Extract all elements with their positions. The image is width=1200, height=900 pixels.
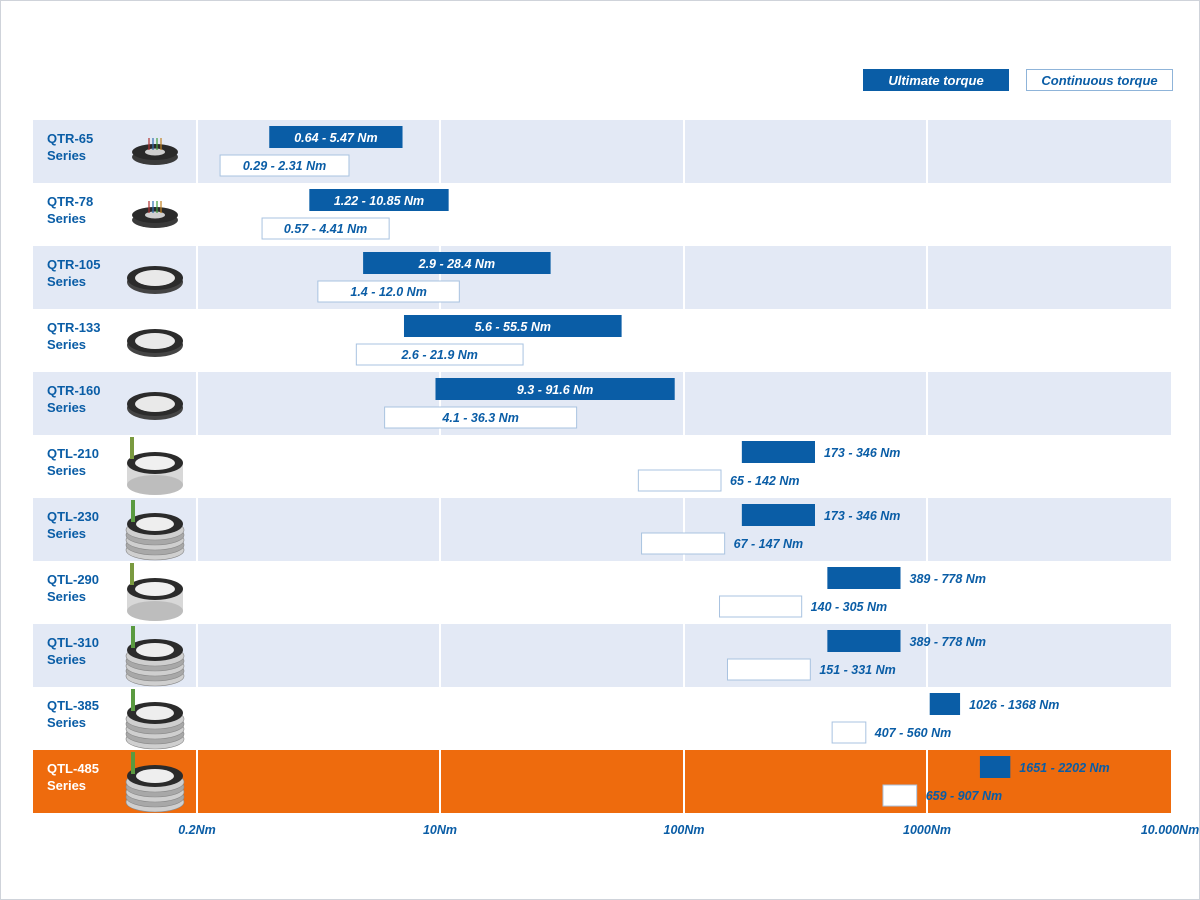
x-tick-label: 0.2Nm: [178, 823, 216, 837]
row-series-suffix: Series: [47, 274, 86, 289]
slip-ring-tall-icon: [127, 563, 183, 621]
row-series-suffix: Series: [47, 337, 86, 352]
slip-ring-stacked-icon: [125, 689, 185, 750]
x-tick-label: 10.000Nm: [1141, 823, 1199, 837]
x-tick-label: 100Nm: [664, 823, 705, 837]
ultimate-torque-bar: [979, 756, 1011, 778]
ultimate-torque-label: 389 - 778 Nm: [910, 572, 986, 586]
continuous-torque-label: 140 - 305 Nm: [811, 600, 887, 614]
continuous-torque-label: 407 - 560 Nm: [874, 726, 951, 740]
ultimate-torque-bar: [269, 126, 403, 148]
continuous-torque-bar: [637, 469, 722, 492]
row-series-name: QTR-133: [47, 320, 100, 335]
row-series-name: QTR-105: [47, 257, 100, 272]
ultimate-torque-bar: [309, 189, 449, 211]
legend-continuous-torque: Continuous torque: [1026, 69, 1173, 91]
continuous-torque-bar: [261, 217, 390, 240]
row-series-suffix: Series: [47, 589, 86, 604]
legend-ultimate-torque: Ultimate torque: [863, 69, 1009, 91]
continuous-torque-label: 1.4 - 12.0 Nm: [350, 285, 426, 299]
continuous-torque-label: 0.29 - 2.31 Nm: [243, 159, 326, 173]
continuous-torque-bar: [726, 658, 811, 681]
row-series-suffix: Series: [47, 148, 86, 163]
ultimate-torque-bar: [929, 693, 961, 715]
row-series-suffix: Series: [47, 211, 86, 226]
row-background: [33, 120, 1171, 183]
slip-ring-flat-icon: [127, 392, 183, 420]
row-series-suffix: Series: [47, 463, 86, 478]
ultimate-torque-bar: [363, 252, 551, 274]
slip-ring-stacked-icon: [125, 752, 185, 813]
ultimate-torque-label: 389 - 778 Nm: [910, 635, 986, 649]
continuous-torque-label: 659 - 907 Nm: [926, 789, 1002, 803]
ultimate-torque-label: 1651 - 2202 Nm: [1019, 761, 1109, 775]
continuous-torque-bar: [641, 532, 726, 555]
slip-ring-stacked-icon: [125, 626, 185, 687]
ultimate-torque-bar: [741, 504, 815, 526]
ultimate-torque-label: 1026 - 1368 Nm: [969, 698, 1059, 712]
continuous-torque-label: 67 - 147 Nm: [734, 537, 803, 551]
row-background: [33, 561, 1171, 624]
ultimate-torque-label: 9.3 - 91.6 Nm: [517, 383, 593, 397]
continuous-torque-label: 2.6 - 21.9 Nm: [400, 348, 477, 362]
continuous-torque-label: 65 - 142 Nm: [730, 474, 799, 488]
ultimate-torque-label: 5.6 - 55.5 Nm: [475, 320, 551, 334]
ultimate-torque-label: 2.9 - 28.4 Nm: [418, 257, 495, 271]
slip-ring-small-icon: [132, 201, 178, 228]
continuous-torque-label: 151 - 331 Nm: [819, 663, 895, 677]
continuous-torque-bar: [317, 280, 460, 303]
ultimate-torque-label: 173 - 346 Nm: [824, 509, 900, 523]
row-series-name: QTL-210: [47, 446, 99, 461]
slip-ring-stacked-icon: [125, 500, 185, 561]
row-background: [33, 624, 1171, 687]
continuous-torque-bar: [831, 721, 867, 744]
continuous-torque-bar: [719, 595, 803, 618]
row-series-name: QTL-385: [47, 698, 99, 713]
row-background: [33, 183, 1171, 246]
continuous-torque-bar: [882, 784, 918, 807]
row-series-name: QTL-230: [47, 509, 99, 524]
row-background: [33, 435, 1171, 498]
row-series-suffix: Series: [47, 715, 86, 730]
ultimate-torque-bar: [403, 315, 622, 337]
row-series-name: QTR-65: [47, 131, 93, 146]
row-series-name: QTL-310: [47, 635, 99, 650]
continuous-torque-bar: [355, 343, 524, 366]
row-series-suffix: Series: [47, 778, 86, 793]
continuous-torque-label: 0.57 - 4.41 Nm: [284, 222, 367, 236]
ultimate-torque-bar: [741, 441, 815, 463]
continuous-torque-bar: [219, 154, 350, 177]
ultimate-torque-label: 0.64 - 5.47 Nm: [294, 131, 377, 145]
ultimate-torque-label: 173 - 346 Nm: [824, 446, 900, 460]
row-series-suffix: Series: [47, 526, 86, 541]
row-series-name: QTL-290: [47, 572, 99, 587]
x-tick-label: 1000Nm: [903, 823, 951, 837]
ultimate-torque-bar: [435, 378, 675, 400]
row-series-suffix: Series: [47, 400, 86, 415]
continuous-torque-bar: [384, 406, 578, 429]
slip-ring-flat-icon: [127, 266, 183, 294]
continuous-torque-label: 4.1 - 36.3 Nm: [441, 411, 518, 425]
row-series-suffix: Series: [47, 652, 86, 667]
row-background: [33, 498, 1171, 561]
x-tick-label: 10Nm: [423, 823, 457, 837]
slip-ring-tall-icon: [127, 437, 183, 495]
row-series-name: QTL-485: [47, 761, 99, 776]
row-series-name: QTR-160: [47, 383, 100, 398]
row-background: [33, 246, 1171, 309]
slip-ring-small-icon: [132, 138, 178, 165]
ultimate-torque-bar: [827, 567, 901, 589]
row-background: [33, 687, 1171, 750]
ultimate-torque-label: 1.22 - 10.85 Nm: [334, 194, 424, 208]
slip-ring-flat-icon: [127, 329, 183, 357]
row-series-name: QTR-78: [47, 194, 93, 209]
ultimate-torque-bar: [827, 630, 901, 652]
